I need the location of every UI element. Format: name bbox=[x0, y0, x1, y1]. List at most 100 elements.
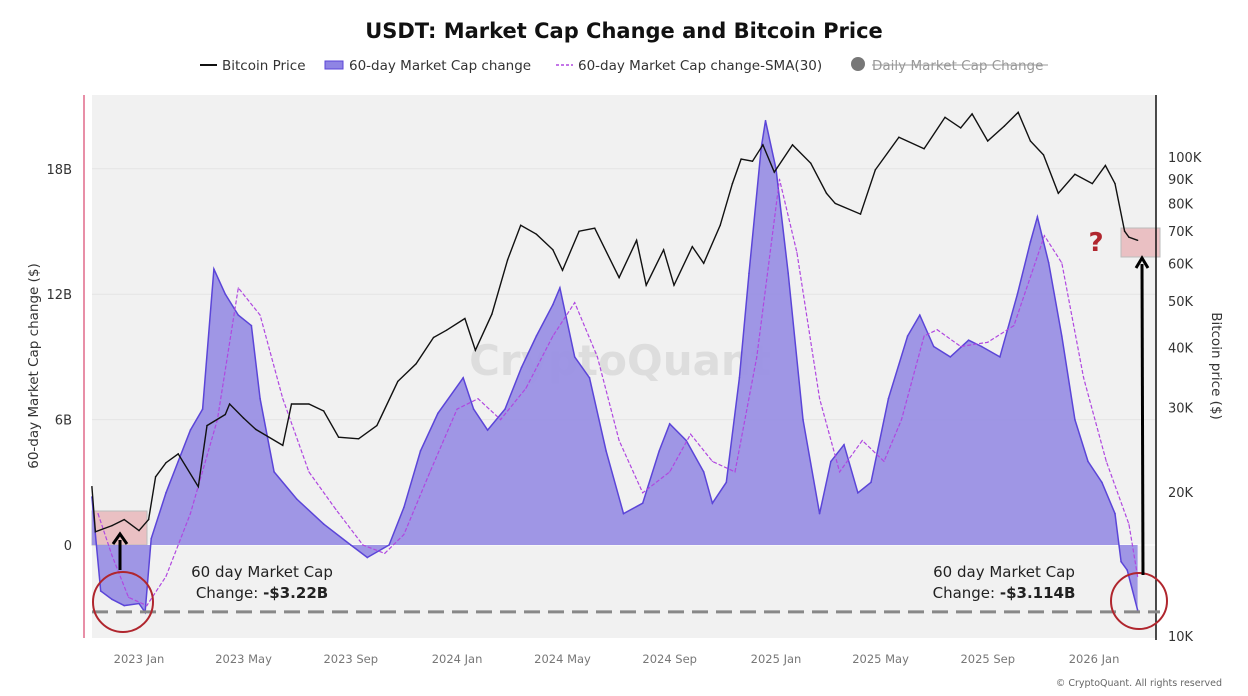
x-tick-label: 2024 May bbox=[534, 652, 591, 666]
y-tick-label: 18B bbox=[47, 163, 72, 178]
market-cap-change-point bbox=[177, 460, 180, 463]
y2-tick-label: 60K bbox=[1168, 257, 1194, 272]
sma-point bbox=[165, 575, 167, 577]
sma-point bbox=[987, 341, 989, 343]
bitcoin-price-point bbox=[357, 438, 360, 440]
sma-point bbox=[669, 471, 671, 473]
market-cap-change-point bbox=[685, 439, 688, 442]
bitcoin-price-point bbox=[645, 284, 647, 286]
y2-tick-label: 10K bbox=[1168, 630, 1194, 645]
market-cap-change-point bbox=[1074, 418, 1076, 421]
market-cap-change-point bbox=[403, 506, 405, 509]
bitcoin-price-point bbox=[138, 529, 140, 532]
market-cap-change-point bbox=[573, 356, 576, 358]
bitcoin-price-point bbox=[791, 144, 794, 146]
legend-bitcoin-price[interactable]: Bitcoin Price bbox=[222, 58, 306, 74]
market-cap-change-point bbox=[949, 356, 952, 358]
y-axis-label: 60-day Market Cap change ($) bbox=[26, 263, 42, 469]
sma-point bbox=[689, 433, 692, 435]
market-cap-change-point bbox=[295, 498, 298, 500]
sma-point bbox=[429, 471, 431, 473]
market-cap-change-point bbox=[437, 412, 439, 415]
sma-point bbox=[960, 345, 962, 348]
question-mark: ? bbox=[1088, 228, 1103, 258]
x-tick-label: 2025 May bbox=[852, 652, 909, 666]
bitcoin-price-point bbox=[702, 262, 705, 264]
market-cap-change-point bbox=[641, 502, 644, 505]
market-cap-change-point bbox=[349, 544, 352, 546]
market-cap-change-point bbox=[472, 408, 475, 410]
y2-tick-label: 40K bbox=[1168, 342, 1194, 357]
right-highlight-box bbox=[1120, 227, 1161, 258]
bitcoin-price-point bbox=[673, 284, 675, 286]
market-cap-change-point bbox=[764, 119, 767, 122]
sma-point bbox=[259, 314, 261, 316]
y2-tick-label: 70K bbox=[1168, 225, 1194, 240]
bitcoin-price-point bbox=[762, 144, 764, 146]
bitcoin-price-point bbox=[474, 349, 477, 351]
sma-point bbox=[384, 552, 386, 554]
y2-tick-label: 100K bbox=[1168, 151, 1202, 166]
market-cap-change-point bbox=[520, 366, 523, 369]
sma-point bbox=[618, 439, 620, 442]
legend-market-cap-change[interactable]: 60-day Market Cap change bbox=[349, 58, 531, 74]
market-cap-change-point bbox=[738, 377, 741, 379]
bitcoin-price-point bbox=[154, 476, 157, 478]
market-cap-change-point bbox=[1120, 560, 1122, 563]
x-tick-label: 2025 Sep bbox=[960, 652, 1015, 666]
right-annotation-line2: Change: -$3.114B bbox=[933, 584, 1076, 602]
bitcoin-price-point bbox=[751, 160, 754, 162]
bitcoin-price-point bbox=[308, 403, 310, 405]
bitcoin-price-point bbox=[944, 116, 946, 119]
sma-point bbox=[403, 533, 405, 536]
bitcoin-price-point bbox=[491, 313, 493, 315]
right-arrow-head bbox=[1134, 255, 1150, 269]
sma-point bbox=[525, 387, 527, 389]
market-cap-change-point bbox=[273, 471, 275, 473]
bitcoin-price-point bbox=[397, 380, 399, 383]
sma-point bbox=[1043, 235, 1045, 237]
bitcoin-price-point bbox=[971, 113, 973, 115]
bitcoin-price-point bbox=[165, 462, 167, 464]
bitcoin-price-point bbox=[662, 249, 665, 251]
bitcoin-price-point bbox=[337, 436, 340, 438]
market-cap-change-point bbox=[668, 422, 671, 425]
bitcoin-price-point bbox=[552, 249, 554, 251]
y2-tick-label: 90K bbox=[1168, 173, 1194, 188]
bitcoin-price-point bbox=[224, 413, 226, 416]
x-tick-label: 2024 Sep bbox=[642, 652, 697, 666]
market-cap-change-point bbox=[748, 272, 750, 275]
market-cap-change-point bbox=[111, 598, 113, 601]
bitcoin-price-point bbox=[242, 417, 245, 419]
market-cap-change-point bbox=[165, 491, 167, 494]
bitcoin-price-point bbox=[578, 230, 580, 232]
legend-daily-market-cap-change[interactable]: Daily Market Cap Change bbox=[872, 58, 1043, 74]
market-cap-change-point bbox=[1016, 293, 1019, 296]
bitcoin-price-point bbox=[197, 485, 199, 488]
market-cap-change-point bbox=[99, 590, 102, 592]
x-tick-label: 2026 Jan bbox=[1069, 652, 1120, 666]
market-cap-change-point bbox=[552, 303, 554, 306]
bitcoin-price-point bbox=[1114, 182, 1116, 185]
highlights bbox=[91, 227, 1161, 546]
bitcoin-price-point bbox=[94, 531, 97, 533]
axes: 0 6B 12B 18B 10K 20K 30K 40K 50K 60K 70K 80K 90K 100K… bbox=[47, 95, 1202, 666]
market-cap-change-point bbox=[366, 556, 369, 559]
bitcoin-price-point bbox=[535, 233, 538, 235]
right-annotation-prefix: Change: bbox=[933, 584, 1000, 602]
copyright: © CryptoQuant. All rights reserved bbox=[1056, 678, 1222, 689]
market-cap-change-area bbox=[91, 120, 1138, 613]
bitcoin-price-point bbox=[1017, 111, 1019, 113]
sma-point bbox=[335, 508, 337, 511]
market-cap-change-point bbox=[559, 287, 561, 289]
market-cap-change-point bbox=[213, 268, 215, 270]
market-cap-change-point bbox=[1101, 481, 1103, 484]
y-tick-label: 0 bbox=[64, 539, 72, 554]
sma-point bbox=[500, 419, 502, 421]
watermark: CryptoQuant bbox=[469, 336, 771, 385]
bitcoin-price-point bbox=[1091, 182, 1094, 185]
legend-sma[interactable]: 60-day Market Cap change-SMA(30) bbox=[578, 58, 822, 74]
sma-point bbox=[936, 329, 938, 331]
sma-point bbox=[839, 471, 841, 473]
market-cap-change-point bbox=[887, 397, 890, 400]
